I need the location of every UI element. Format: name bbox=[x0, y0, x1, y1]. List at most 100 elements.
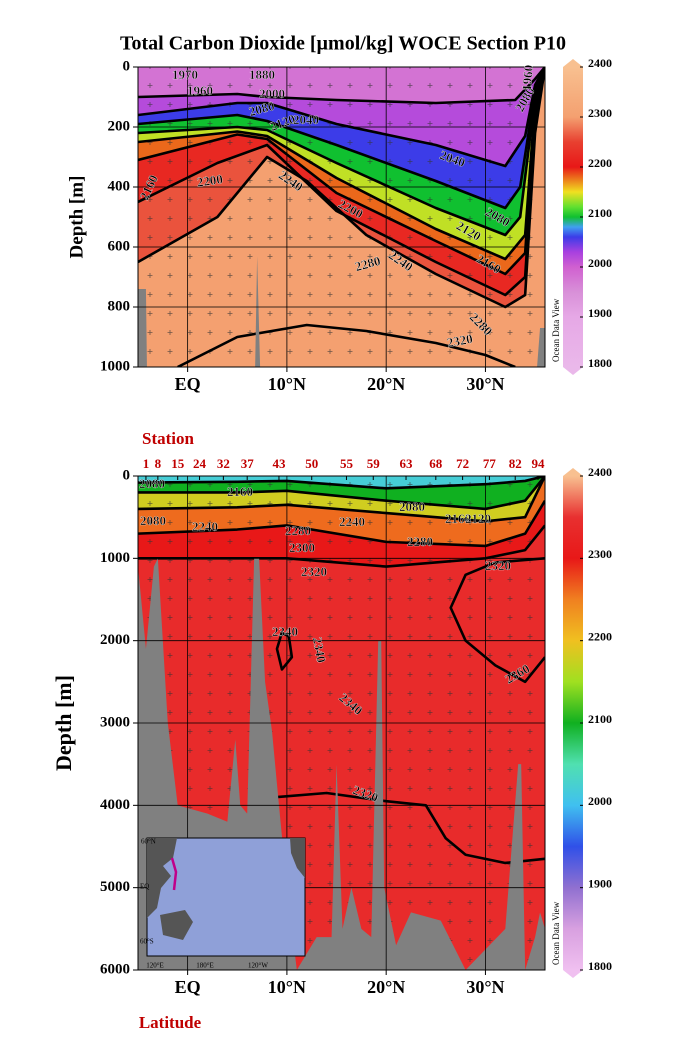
colorbar-cap bbox=[563, 468, 583, 476]
inset-land bbox=[160, 910, 193, 940]
y-tick-label: 4000 bbox=[100, 797, 130, 813]
contour-label: 2040 bbox=[293, 112, 319, 127]
y-tick-label: 0 bbox=[123, 58, 131, 74]
x-tick-label: EQ bbox=[175, 374, 201, 394]
colorbar-tick-label: 1900 bbox=[588, 306, 612, 320]
contour-label: 2080 bbox=[139, 476, 165, 491]
inset-land bbox=[147, 838, 177, 918]
contour-label: 2000 bbox=[259, 86, 285, 101]
contour-label: 2240 bbox=[192, 519, 218, 534]
inset-label: EQ bbox=[140, 883, 149, 891]
inset-label: 120°W bbox=[248, 962, 268, 970]
station-label: 94 bbox=[532, 456, 546, 471]
y-tick-label: 3000 bbox=[100, 714, 130, 730]
x-tick-label: 10°N bbox=[268, 977, 306, 997]
contour-label: 2200 bbox=[196, 171, 224, 189]
station-label: 82 bbox=[509, 456, 522, 471]
x-tick-label: 20°N bbox=[367, 977, 405, 997]
contour-label: 2340 bbox=[310, 636, 329, 664]
y-tick-label: 800 bbox=[108, 298, 131, 314]
station-label: 1 bbox=[143, 456, 150, 471]
contour-label: 2320 bbox=[485, 558, 511, 573]
contour-label: 2320 bbox=[301, 564, 327, 579]
contour-label: 2280 bbox=[407, 534, 433, 549]
x-tick-label: 20°N bbox=[367, 374, 405, 394]
y-tick-label: 1000 bbox=[100, 550, 130, 566]
watermark: Ocean Data View bbox=[551, 901, 561, 965]
colorbar-tick-label: 2400 bbox=[588, 465, 612, 479]
colorbar-cap bbox=[563, 970, 583, 978]
station-title: Station bbox=[142, 429, 195, 448]
colorbar-tick-label: 2300 bbox=[588, 547, 612, 561]
station-label: 43 bbox=[272, 456, 286, 471]
station-label: 24 bbox=[193, 456, 207, 471]
chart-title: Total Carbon Dioxide [µmol/kg] WOCE Sect… bbox=[120, 33, 566, 55]
contour-line bbox=[138, 67, 545, 210]
station-label: 55 bbox=[340, 456, 354, 471]
inset-label: 60°S bbox=[140, 938, 154, 946]
y-tick-label: 6000 bbox=[100, 961, 130, 977]
x-tick-label: 30°N bbox=[466, 374, 504, 394]
contour-label: 2320 bbox=[446, 331, 474, 350]
colorbar-cap bbox=[563, 367, 583, 375]
colorbar-tick-label: 2300 bbox=[588, 106, 612, 120]
contour-label: 1960 bbox=[187, 83, 213, 98]
contour-label: 2300 bbox=[289, 540, 315, 555]
y-tick-label: 2000 bbox=[100, 632, 130, 648]
inset-label: 120°E bbox=[146, 962, 164, 970]
contour-label: 2080 bbox=[399, 499, 425, 514]
plot-frame bbox=[137, 475, 546, 971]
contour-label: 1960 bbox=[519, 64, 536, 91]
bathymetry bbox=[138, 289, 147, 367]
station-label: 77 bbox=[483, 456, 497, 471]
contour-label: 2280 bbox=[285, 523, 311, 538]
colorbar-tick-label: 1800 bbox=[588, 959, 612, 973]
x-axis-title: Latitude bbox=[139, 1013, 202, 1032]
contour-line bbox=[138, 67, 545, 261]
watermark: Ocean Data View bbox=[551, 298, 561, 362]
colorbar-tick-label: 2400 bbox=[588, 56, 612, 70]
plot-area bbox=[138, 67, 545, 367]
inset-label: 60°N bbox=[141, 838, 156, 846]
inset-section bbox=[170, 857, 178, 891]
colorbar bbox=[563, 476, 583, 970]
y-tick-label: 1000 bbox=[100, 358, 130, 374]
contour-label: 2120 bbox=[465, 511, 491, 526]
y-tick-label: 200 bbox=[108, 118, 131, 134]
station-label: 72 bbox=[456, 456, 469, 471]
contour-label: 2160 bbox=[227, 484, 253, 499]
contour-label: 1880 bbox=[249, 67, 275, 82]
station-label: 59 bbox=[367, 456, 381, 471]
colorbar-tick-label: 2200 bbox=[588, 629, 612, 643]
contour-label: 1970 bbox=[172, 67, 198, 82]
inset-map: 60°N EQ 60°S 120°E 180°E 120°W bbox=[140, 837, 306, 970]
station-label: 50 bbox=[305, 456, 318, 471]
station-label: 37 bbox=[241, 456, 255, 471]
bathymetry bbox=[537, 328, 545, 367]
y-tick-label: 0 bbox=[123, 467, 131, 483]
x-tick-label: 30°N bbox=[466, 977, 504, 997]
inset-label: 180°E bbox=[196, 962, 214, 970]
colorbar-tick-label: 2000 bbox=[588, 256, 612, 270]
y-tick-label: 400 bbox=[108, 178, 131, 194]
colorbar-tick-label: 2100 bbox=[588, 206, 612, 220]
colorbar-tick-label: 2000 bbox=[588, 794, 612, 808]
colorbar-tick-label: 2100 bbox=[588, 712, 612, 726]
station-label: 68 bbox=[429, 456, 443, 471]
contour-label: 2160 bbox=[445, 511, 471, 526]
colorbar-cap bbox=[563, 59, 583, 67]
colorbar bbox=[563, 67, 583, 367]
x-tick-label: EQ bbox=[175, 977, 201, 997]
bathymetry bbox=[255, 256, 261, 367]
contour-label: 2340 bbox=[272, 624, 298, 639]
contour-label: 2080 bbox=[140, 513, 166, 528]
station-label: 32 bbox=[217, 456, 230, 471]
x-tick-label: 10°N bbox=[268, 374, 306, 394]
plot-frame bbox=[137, 66, 546, 368]
y-axis-title: Depth [m] bbox=[51, 675, 76, 771]
y-tick-label: 600 bbox=[108, 238, 131, 254]
station-label: 63 bbox=[400, 456, 414, 471]
contour-label: 2240 bbox=[339, 514, 365, 529]
y-tick-label: 5000 bbox=[100, 879, 130, 895]
